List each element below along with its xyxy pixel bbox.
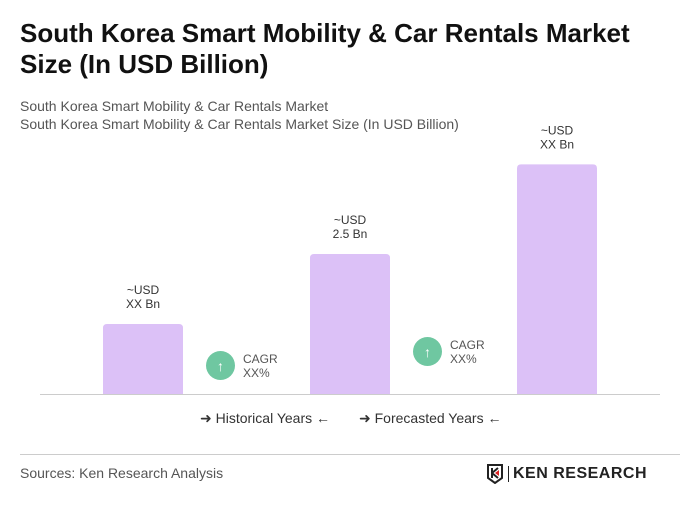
sources-note: Sources: Ken Research Analysis [20,465,224,481]
bar-value-label: ~USD [541,123,574,137]
arrow-up-icon: ↑ [413,337,442,366]
legend-forecasted: ➜ Forecasted Years ← [359,410,501,427]
chart-subtitle: South Korea Smart Mobility & Car Rentals… [20,98,329,114]
legend-historical: ➜ Historical Years ← [200,410,330,427]
cagr-badge-2: ↑ CAGR XX% [413,337,485,366]
bar-3 [517,164,597,394]
chart-subtitle-2: South Korea Smart Mobility & Car Rentals… [20,116,459,132]
arrow-left-icon: ← [487,410,502,426]
bar-value-label: 2.5 Bn [333,227,368,241]
cagr-label: CAGR [243,351,278,366]
arrow-left-icon: ← [316,410,331,426]
ken-logo-icon [487,464,503,484]
ken-research-logo: KEN RESEARCH [486,464,647,484]
arrow-up-icon: ↑ [206,351,235,380]
legend-label: Historical Years [215,410,313,426]
logo-text: KEN RESEARCH [513,465,648,482]
bar-value-label: XX Bn [540,137,574,151]
cagr-label: CAGR [450,337,485,352]
bar-value-label: ~USD [127,283,160,297]
cagr-value: XX% [450,351,477,366]
bar-2 [310,254,390,394]
cagr-badge-1: ↑ CAGR XX% [206,351,278,380]
bar-value-label: ~USD [334,213,367,227]
legend-label: Forecasted Years [374,410,484,426]
arrow-right-icon: ➜ [200,410,212,426]
footer-divider [20,454,680,455]
cagr-value: XX% [243,365,270,380]
bar-value-label: XX Bn [126,297,160,311]
bar-1 [103,324,183,394]
arrow-right-icon: ➜ [359,410,371,426]
chart-title: South Korea Smart Mobility & Car Rentals… [20,18,630,79]
